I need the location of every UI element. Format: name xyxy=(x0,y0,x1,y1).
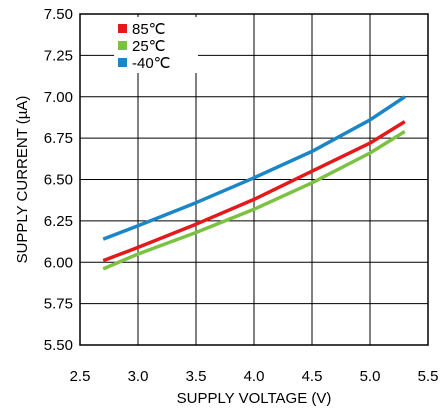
y-tick-label: 7.25 xyxy=(44,47,73,64)
x-tick-label: 3.0 xyxy=(128,368,149,385)
legend-swatch xyxy=(118,58,127,67)
x-tick-label: 2.5 xyxy=(70,368,91,385)
legend-swatch xyxy=(118,24,127,33)
x-tick-label: 5.5 xyxy=(418,368,439,385)
legend: 85℃25℃-40℃ xyxy=(114,17,198,73)
x-axis-title: SUPPLY VOLTAGE (V) xyxy=(177,390,332,407)
x-tick-labels: 2.5 3.0 3.5 4.0 4.5 5.0 5.5 xyxy=(70,368,439,385)
series-line xyxy=(102,95,406,241)
series-line xyxy=(102,130,406,271)
x-tick-label: 5.0 xyxy=(360,368,381,385)
y-tick-label: 6.00 xyxy=(44,254,73,271)
series-lines xyxy=(102,95,406,271)
y-tick-label: 7.50 xyxy=(44,6,73,23)
legend-label: -40℃ xyxy=(132,55,171,72)
y-tick-label: 6.50 xyxy=(44,172,73,189)
y-axis-title: SUPPLY CURRENT (µA) xyxy=(14,96,31,264)
y-tick-label: 7.00 xyxy=(44,89,73,106)
x-tick-label: 3.5 xyxy=(186,368,207,385)
series-line xyxy=(102,120,406,263)
grid-lines xyxy=(80,14,428,345)
y-tick-label: 6.75 xyxy=(44,130,73,147)
plot-frame xyxy=(79,13,429,346)
legend-label: 85℃ xyxy=(132,21,166,38)
y-tick-label: 5.75 xyxy=(44,296,73,313)
x-tick-label: 4.0 xyxy=(244,368,265,385)
y-tick-label: 5.50 xyxy=(44,337,73,354)
y-tick-labels: 5.50 5.75 6.00 6.25 6.50 6.75 7.00 7.25 7.50 xyxy=(44,6,73,354)
legend-background xyxy=(114,17,198,73)
y-tick-label: 6.25 xyxy=(44,213,73,230)
x-tick-label: 4.5 xyxy=(302,368,323,385)
legend-label: 25℃ xyxy=(132,38,166,55)
legend-swatch xyxy=(118,41,127,50)
